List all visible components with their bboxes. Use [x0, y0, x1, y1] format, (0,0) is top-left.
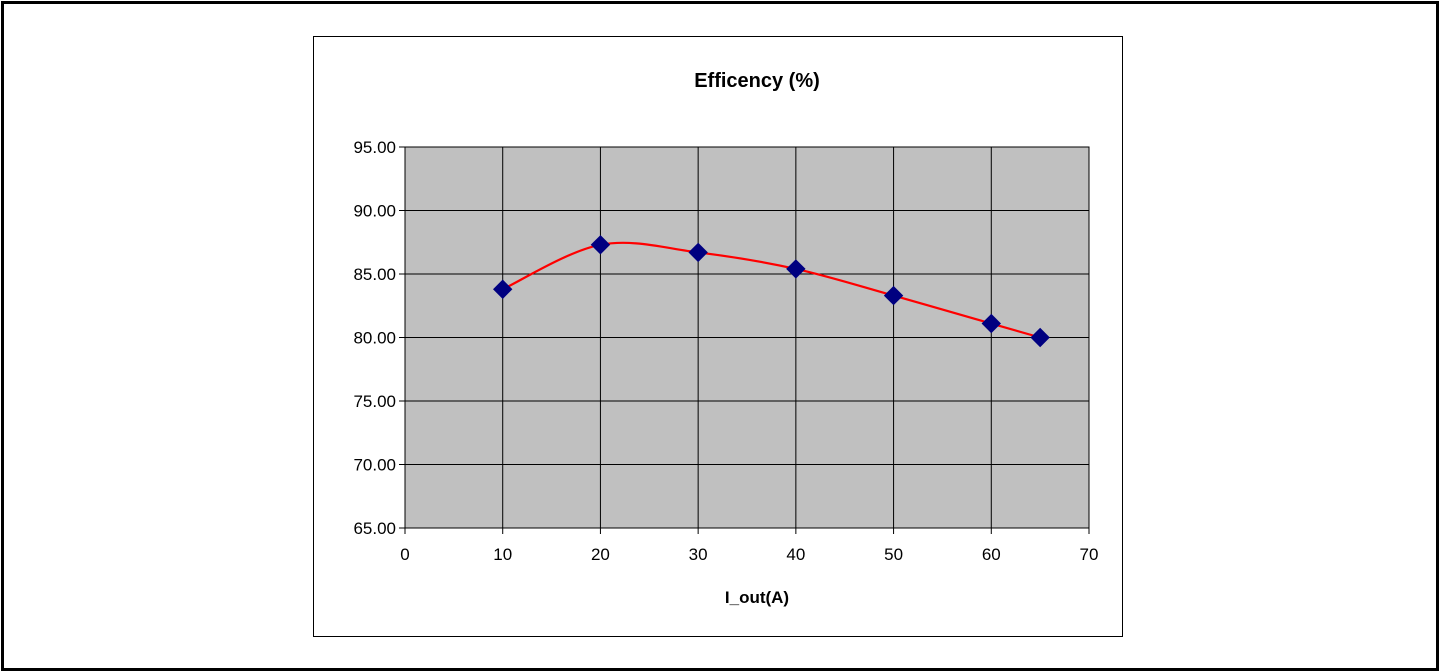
x-tick-label: 30 — [689, 545, 708, 564]
y-axis-ticks: 95.00 90.00 85.00 80.00 75.00 70.00 65.00 — [353, 138, 405, 538]
chart-svg: 95.00 90.00 85.00 80.00 75.00 70.00 65.00 0 10 2… — [314, 37, 1122, 636]
x-axis-title: I_out(A) — [725, 588, 789, 607]
y-tick-label: 70.00 — [353, 456, 396, 475]
x-tick-label: 40 — [786, 545, 805, 564]
x-tick-label: 0 — [400, 545, 409, 564]
x-tick-label: 60 — [982, 545, 1001, 564]
y-tick-label: 75.00 — [353, 392, 396, 411]
x-axis-ticks: 0 10 20 30 40 50 60 70 — [400, 528, 1098, 564]
x-tick-label: 20 — [591, 545, 610, 564]
x-tick-label: 10 — [493, 545, 512, 564]
y-tick-label: 80.00 — [353, 329, 396, 348]
chart-area: 95.00 90.00 85.00 80.00 75.00 70.00 65.00 0 10 2… — [313, 36, 1123, 637]
y-tick-label: 85.00 — [353, 265, 396, 284]
y-tick-label: 65.00 — [353, 519, 396, 538]
chart-title: Efficency (%) — [694, 70, 820, 92]
y-tick-label: 90.00 — [353, 202, 396, 221]
x-tick-label: 70 — [1080, 545, 1099, 564]
x-tick-label: 50 — [884, 545, 903, 564]
y-tick-label: 95.00 — [353, 138, 396, 157]
